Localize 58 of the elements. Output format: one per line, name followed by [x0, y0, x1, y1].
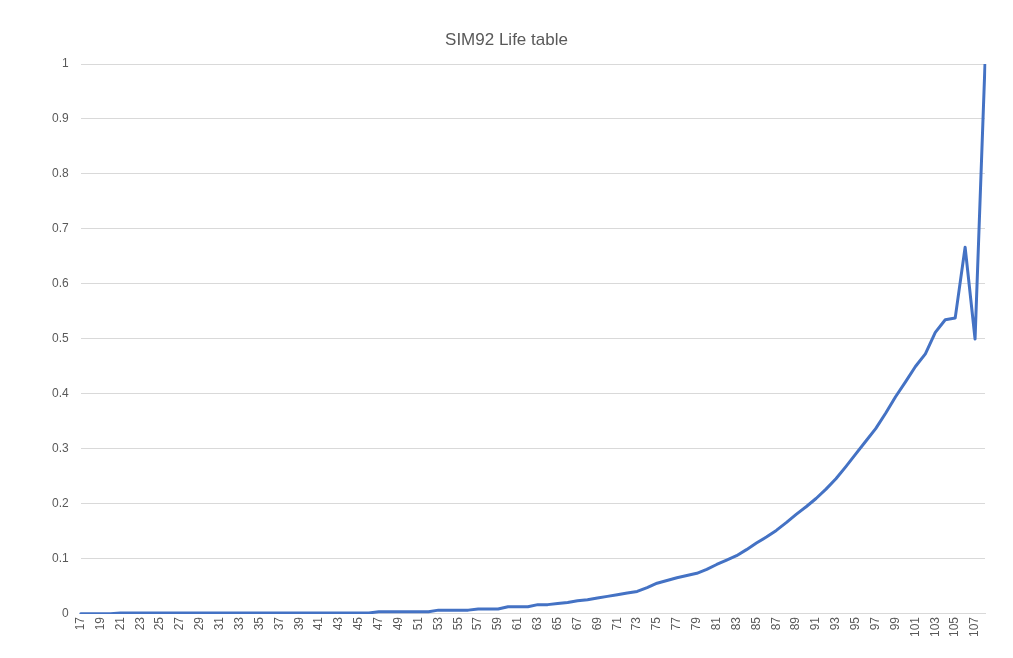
x-tick-label: 107 [967, 616, 982, 638]
x-tick-label: 89 [788, 616, 803, 631]
x-tick-label: 33 [232, 616, 246, 631]
x-tick-label: 49 [391, 616, 405, 631]
x-tick-label: 39 [291, 616, 306, 631]
x-tick-label: 83 [728, 616, 743, 631]
x-tick-label: 59 [490, 616, 505, 631]
x-tick-label: 91 [808, 616, 823, 631]
x-tick-label: 105 [947, 616, 962, 638]
y-tick-label: 0.3 [51, 441, 69, 456]
x-tick-label: 45 [351, 616, 366, 631]
y-tick-label: 0.2 [51, 496, 69, 511]
x-tick-label: 25 [152, 616, 167, 631]
y-tick-label: 0.7 [51, 221, 69, 236]
x-tick-label: 99 [887, 616, 902, 631]
y-tick-label: 0.1 [51, 551, 69, 566]
x-tick-label: 23 [132, 616, 147, 631]
y-tick-label: 0.4 [51, 386, 69, 401]
x-tick-label: 61 [510, 616, 525, 631]
x-tick-label: 93 [828, 616, 843, 631]
x-tick-label: 21 [112, 616, 127, 631]
x-tick-label: 51 [410, 616, 425, 631]
y-tick-label: 0.9 [51, 111, 69, 126]
x-tick-label: 73 [629, 616, 644, 631]
x-tick-label: 37 [271, 616, 286, 631]
x-tick-label: 27 [172, 616, 187, 631]
x-tick-label: 103 [927, 616, 942, 638]
x-tick-label: 79 [689, 616, 704, 631]
x-tick-label: 71 [609, 616, 624, 631]
x-tick-label: 63 [530, 616, 545, 631]
x-tick-label: 53 [430, 616, 445, 631]
x-tick-label: 17 [72, 616, 87, 631]
x-tick-label: 77 [669, 616, 684, 631]
x-tick-label: 97 [868, 616, 882, 631]
x-tick-label: 65 [550, 616, 564, 631]
x-tick-label: 95 [848, 616, 863, 631]
x-tick-label: 67 [569, 616, 584, 631]
x-tick-label: 41 [311, 616, 326, 631]
x-tick-label: 29 [192, 616, 207, 631]
x-tick-label: 19 [92, 616, 107, 631]
y-tick-label: 0.8 [51, 166, 69, 181]
x-tick-label: 85 [748, 616, 763, 631]
y-tick-label: 0.5 [51, 331, 69, 346]
x-tick-label: 87 [768, 616, 783, 631]
x-tick-label: 101 [907, 616, 922, 638]
chart-title: SIM92 Life table [444, 30, 569, 50]
y-tick-label: 0 [61, 606, 69, 621]
x-tick-label: 55 [450, 616, 465, 631]
x-tick-label: 69 [589, 616, 604, 631]
x-tick-label: 35 [251, 616, 266, 631]
x-tick-label: 43 [331, 616, 346, 631]
x-tick-label: 57 [470, 616, 485, 631]
x-tick-label: 75 [649, 616, 664, 631]
y-tick-label: 1 [61, 56, 69, 71]
y-tick-label: 0.6 [51, 276, 69, 291]
x-tick-label: 31 [212, 616, 227, 631]
x-tick-label: 81 [709, 616, 723, 631]
x-tick-label: 47 [371, 616, 386, 631]
